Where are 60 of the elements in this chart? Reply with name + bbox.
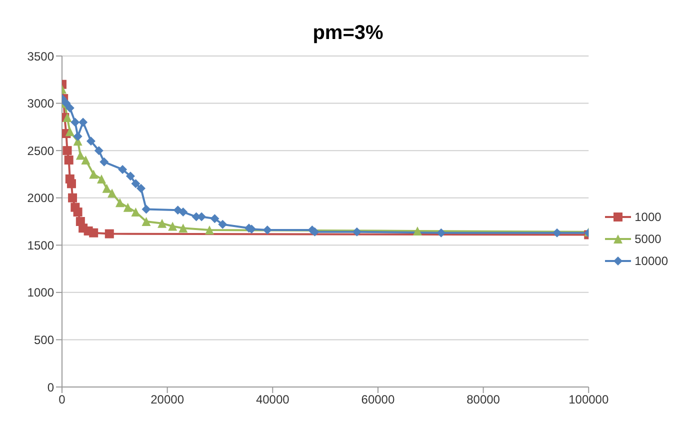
point bbox=[136, 184, 146, 193]
legend-label: 1000 bbox=[634, 210, 662, 224]
point bbox=[78, 118, 88, 127]
point bbox=[552, 228, 562, 238]
legend-label: 5000 bbox=[634, 232, 662, 246]
point bbox=[94, 146, 104, 156]
point bbox=[81, 156, 90, 165]
point bbox=[210, 214, 220, 224]
point bbox=[412, 226, 422, 236]
point bbox=[436, 228, 446, 238]
point bbox=[66, 179, 76, 188]
point bbox=[62, 146, 72, 156]
point bbox=[118, 164, 128, 174]
chart-title: pm=3% bbox=[312, 22, 384, 44]
point bbox=[70, 118, 80, 127]
x-tick-label: 40000 bbox=[256, 392, 290, 407]
point bbox=[65, 127, 74, 136]
point bbox=[68, 193, 78, 202]
legend-label: 10000 bbox=[634, 254, 668, 268]
point bbox=[73, 132, 82, 141]
point bbox=[65, 104, 74, 113]
y-tick-label: 3000 bbox=[27, 96, 54, 111]
point bbox=[131, 208, 140, 217]
point bbox=[168, 222, 178, 231]
point bbox=[352, 227, 362, 236]
point bbox=[100, 157, 109, 166]
point bbox=[142, 217, 151, 226]
point bbox=[104, 229, 114, 238]
point bbox=[178, 224, 188, 233]
point bbox=[64, 156, 74, 165]
point bbox=[89, 228, 98, 238]
point bbox=[115, 198, 124, 208]
point bbox=[178, 208, 188, 217]
y-tick-label: 0 bbox=[47, 380, 54, 394]
point bbox=[204, 226, 214, 235]
x-tick-label: 100000 bbox=[568, 392, 609, 407]
point bbox=[76, 150, 85, 160]
point bbox=[131, 179, 140, 188]
point bbox=[96, 174, 106, 184]
point bbox=[218, 220, 228, 229]
y-tick-label: 2500 bbox=[27, 144, 54, 158]
y-tick-label: 500 bbox=[34, 332, 54, 347]
point bbox=[262, 226, 272, 235]
y-tick-label: 3500 bbox=[27, 49, 54, 64]
point bbox=[62, 112, 72, 122]
x-tick-label: 60000 bbox=[361, 392, 395, 407]
y-tick-label: 2000 bbox=[27, 191, 54, 206]
point bbox=[123, 202, 132, 212]
x-tick-label: 20000 bbox=[150, 392, 184, 407]
y-tick-label: 1000 bbox=[27, 286, 54, 300]
point bbox=[158, 218, 167, 228]
x-tick-label: 0 bbox=[58, 392, 66, 407]
point bbox=[108, 188, 117, 198]
point bbox=[142, 204, 151, 214]
point bbox=[89, 170, 98, 179]
point bbox=[86, 136, 96, 146]
point bbox=[73, 208, 82, 217]
y-tick-label: 1500 bbox=[27, 238, 54, 252]
point bbox=[126, 172, 135, 181]
x-tick-label: 80000 bbox=[466, 392, 500, 407]
